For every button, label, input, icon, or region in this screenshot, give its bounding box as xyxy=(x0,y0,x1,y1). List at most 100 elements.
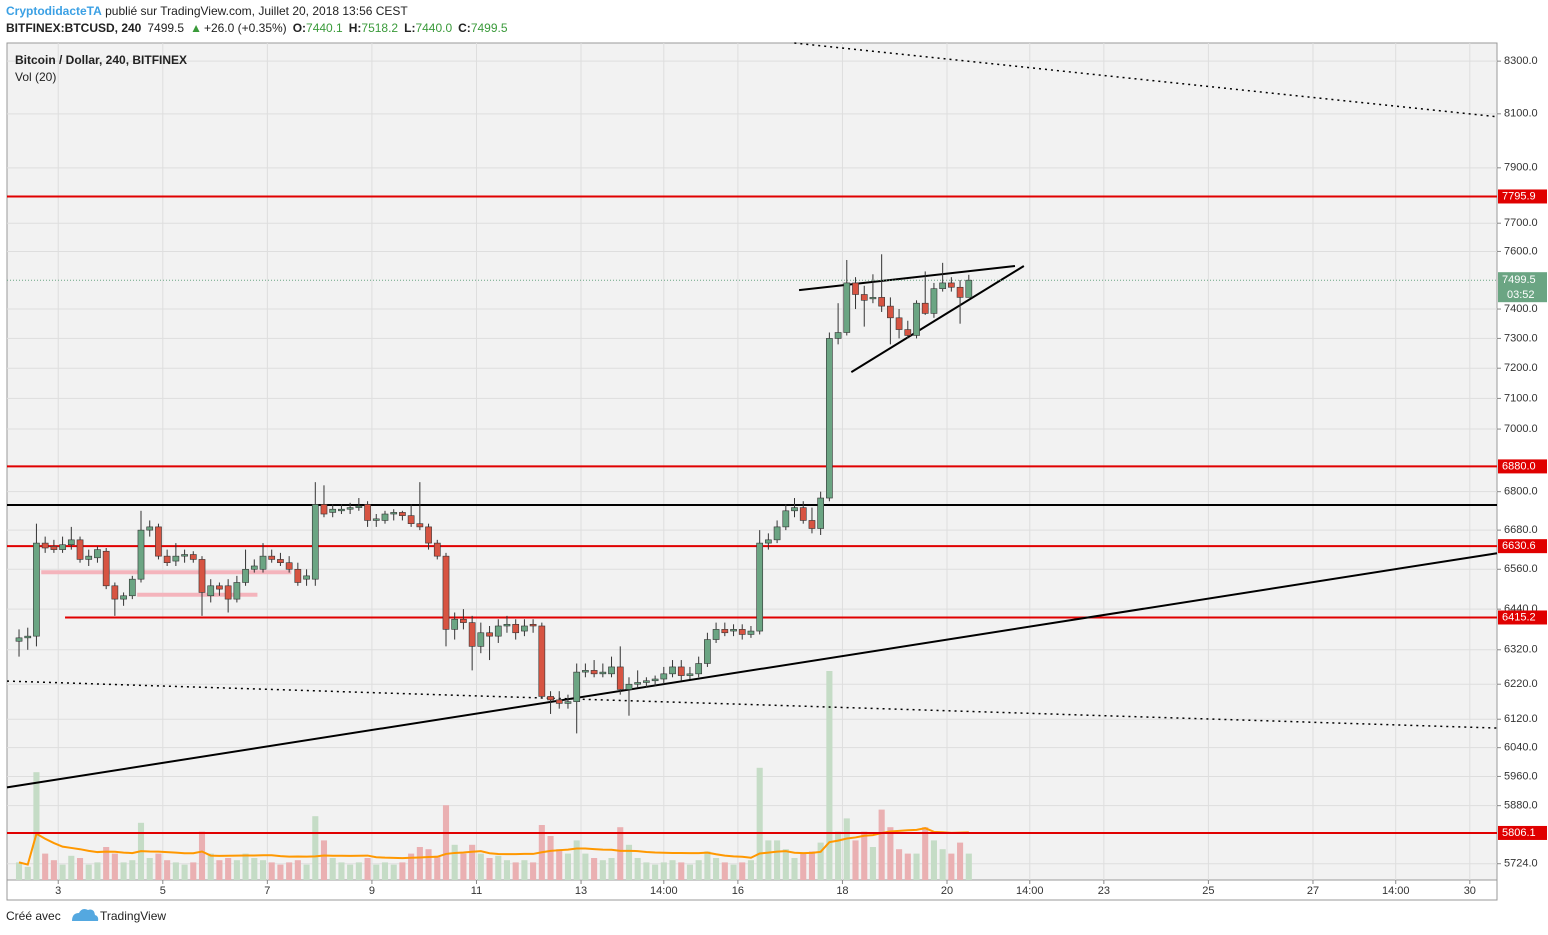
volume-bar xyxy=(503,860,511,880)
level-label-box xyxy=(1498,610,1547,625)
arrow: ▲ xyxy=(190,21,202,35)
volume-bar xyxy=(704,851,711,880)
y-tick-label: 8300.0 xyxy=(1504,55,1538,67)
candle-body xyxy=(965,279,973,298)
volume-bar xyxy=(381,862,389,880)
candle-body xyxy=(268,555,276,560)
x-tick-label: 5 xyxy=(160,885,166,897)
candle-body xyxy=(651,678,659,682)
volume-bar xyxy=(198,831,206,880)
candle-body xyxy=(947,282,955,288)
volume-bar xyxy=(695,860,702,880)
time-axis xyxy=(6,879,1498,901)
candle-body xyxy=(242,568,249,583)
y-tick-label: 7100.0 xyxy=(1504,392,1538,404)
volume-bar xyxy=(320,840,328,880)
candle-body xyxy=(477,632,485,647)
volume-bar xyxy=(835,831,842,880)
y-tick-label: 7400.0 xyxy=(1504,303,1538,315)
made-with: Créé avec xyxy=(6,909,61,923)
volume-bar xyxy=(782,849,789,880)
y-tick-label: 5960.0 xyxy=(1504,770,1538,782)
volume-bar xyxy=(530,862,537,880)
candle-body xyxy=(207,585,215,597)
candle-body xyxy=(494,625,502,637)
candle-body xyxy=(67,539,75,546)
volume-bar xyxy=(207,853,214,880)
volume-bar xyxy=(713,858,720,880)
candle-body xyxy=(773,526,781,541)
volume-bar xyxy=(338,862,345,880)
candle-body xyxy=(782,510,790,528)
candle-body xyxy=(538,625,546,697)
x-tick-label: 13 xyxy=(575,885,587,897)
candle-body xyxy=(939,282,947,290)
x-tick-label: 18 xyxy=(836,885,848,897)
volume-bar xyxy=(643,862,650,880)
volume-bar xyxy=(268,862,275,880)
candle-body xyxy=(547,696,554,701)
volume-bar xyxy=(312,816,319,880)
candle-body xyxy=(555,699,563,704)
candle-body xyxy=(198,559,206,593)
y-tick-label: 6220.0 xyxy=(1504,678,1538,690)
candle-body xyxy=(346,507,354,510)
candle-body xyxy=(120,595,127,600)
volume-bar xyxy=(94,862,101,880)
volume-bar xyxy=(259,860,267,880)
volume-bar xyxy=(329,858,336,880)
brand[interactable]: TradingView xyxy=(100,909,166,923)
volume-bar xyxy=(277,864,284,880)
candle-body xyxy=(390,512,398,515)
volume-bar xyxy=(765,840,772,880)
candle-body xyxy=(904,329,912,336)
author[interactable]: CryptodidacteTA xyxy=(6,4,102,18)
candle-body xyxy=(294,568,302,583)
candle-body xyxy=(669,666,676,675)
candle-body xyxy=(372,518,380,521)
candle-body xyxy=(468,622,476,647)
volume-bar xyxy=(747,860,755,880)
x-tick-label: 9 xyxy=(369,885,375,897)
volume-bar xyxy=(364,858,371,880)
level-label-box xyxy=(1498,825,1547,840)
volume-bar xyxy=(652,864,659,880)
x-tick-label: 7 xyxy=(264,885,270,897)
candle-body xyxy=(677,666,685,676)
candle-body xyxy=(582,670,589,673)
level-label: 6630.6 xyxy=(1502,540,1536,552)
volume-bar xyxy=(930,840,937,880)
candle-body xyxy=(399,512,406,516)
volume-bar xyxy=(347,864,354,880)
volume-bar xyxy=(817,842,824,880)
volume-bar xyxy=(172,862,179,880)
level-label-box xyxy=(1498,189,1547,204)
logo[interactable]: TradingView xyxy=(72,909,166,923)
candle-body xyxy=(573,671,581,702)
volume-bar xyxy=(460,853,467,880)
candle-body xyxy=(930,288,938,314)
candle-body xyxy=(189,554,197,560)
candle-body xyxy=(817,497,824,529)
volume-bar xyxy=(774,840,781,880)
candle-body xyxy=(451,618,459,630)
candle-body xyxy=(155,526,162,557)
o: 7440.1 xyxy=(306,21,343,35)
candle-body xyxy=(756,542,764,632)
volume-bar xyxy=(521,860,528,880)
logo-icon[interactable] xyxy=(72,909,99,921)
trendline xyxy=(850,265,1025,373)
y-tick-label: 6120.0 xyxy=(1504,713,1538,725)
candle-body xyxy=(137,529,145,580)
candle-body xyxy=(41,542,49,549)
volume-bar xyxy=(68,855,75,880)
volume-bar xyxy=(869,847,876,880)
candle-body xyxy=(407,515,415,524)
volume-bar xyxy=(495,855,502,880)
candle-body xyxy=(442,555,450,630)
x-tick-label: 14:00 xyxy=(1382,885,1410,897)
volume-bar xyxy=(390,864,397,880)
candle-body xyxy=(50,546,58,550)
candle-body xyxy=(791,507,798,512)
